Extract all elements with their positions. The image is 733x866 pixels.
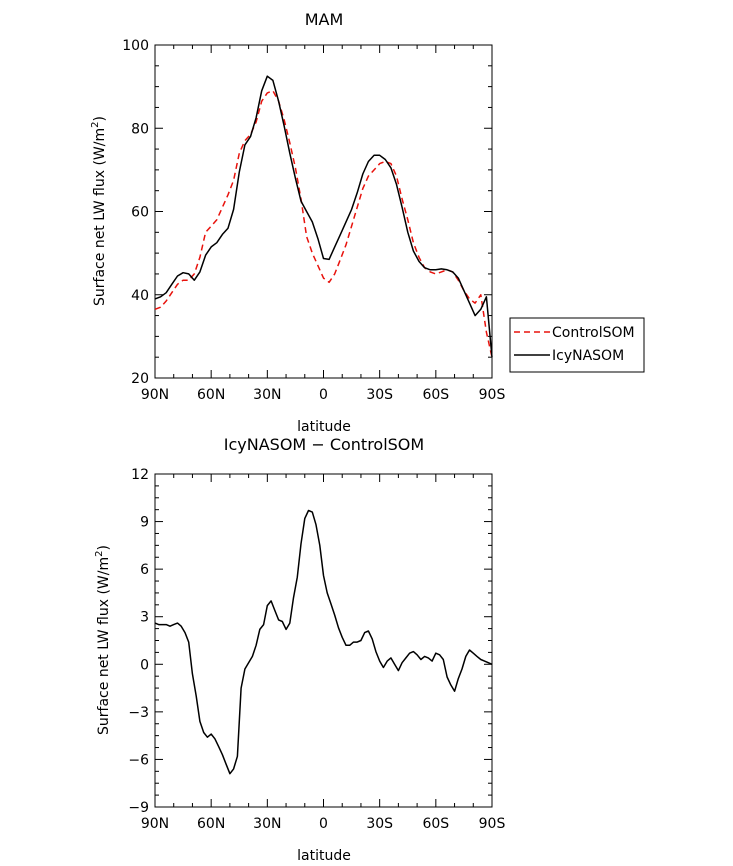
top-y-tick-label: 60 — [131, 205, 149, 221]
bottom-y-tick-label: 6 — [140, 562, 149, 578]
bottom-y-tick-label: −9 — [128, 800, 149, 816]
bottom-y-tick-label: 12 — [131, 467, 149, 483]
top-x-axis-ticks: 90N 60N 30N 0 30S 60S 90S — [141, 45, 506, 403]
bottom-x-tick-label: 60S — [422, 816, 449, 832]
top-x-tick-label: 60S — [422, 387, 449, 403]
legend: ControlSOM IcyNASOM — [509, 317, 645, 373]
top-y-tick-label: 80 — [131, 121, 149, 137]
legend-label-controlsom: ControlSOM — [552, 325, 635, 341]
bottom-series-line-difference — [154, 509, 493, 775]
bottom-x-axis-ticks: 90N 60N 30N 0 30S 60S 90S — [141, 474, 506, 832]
top-x-tick-label: 30S — [366, 387, 393, 403]
panel-bottom: IcyNASOM − ControlSOM −9 −6 −3 0 3 6 9 12 90N 60… — [94, 435, 505, 864]
panel-top: MAM 20 40 60 80 100 90N 60N 30N 0 30S 60S 90S lati… — [90, 10, 645, 435]
bottom-x-tick-label: 30N — [253, 816, 281, 832]
bottom-y-tick-label: 3 — [140, 610, 149, 626]
top-y-axis-ticks: 20 40 60 80 100 — [122, 38, 492, 387]
bottom-x-tick-label: 90N — [141, 816, 169, 832]
top-plot-frame — [154, 44, 493, 379]
top-y-tick-label: 40 — [131, 288, 149, 304]
bottom-x-tick-label: 30S — [366, 816, 393, 832]
top-series-lines — [154, 75, 493, 358]
top-x-tick-label: 90N — [141, 387, 169, 403]
top-x-axis-label: latitude — [297, 419, 351, 435]
top-series-line-icynasom — [154, 75, 493, 358]
bottom-y-tick-label: −6 — [128, 752, 149, 768]
legend-box — [509, 317, 645, 373]
bottom-y-axis-ticks: −9 −6 −3 0 3 6 9 12 — [128, 467, 492, 816]
bottom-x-axis-label: latitude — [297, 848, 351, 864]
top-chart-title: MAM — [305, 10, 344, 29]
bottom-y-tick-label: 9 — [140, 515, 149, 531]
top-y-tick-label: 20 — [131, 371, 149, 387]
bottom-plot-frame — [154, 473, 493, 808]
top-x-tick-label: 60N — [197, 387, 225, 403]
top-x-tick-label: 0 — [319, 387, 328, 403]
top-series-line-controlsom — [154, 90, 493, 358]
bottom-y-axis-label: Surface net LW flux (W/m2) — [94, 545, 112, 735]
bottom-x-tick-label: 0 — [319, 816, 328, 832]
top-y-axis-label: Surface net LW flux (W/m2) — [90, 116, 108, 306]
bottom-y-tick-label: 0 — [140, 657, 149, 673]
legend-label-icynasom: IcyNASOM — [552, 348, 624, 364]
bottom-y-tick-label: −3 — [128, 705, 149, 721]
top-x-tick-label: 30N — [253, 387, 281, 403]
bottom-x-tick-label: 90S — [479, 816, 506, 832]
top-x-tick-label: 90S — [479, 387, 506, 403]
bottom-chart-title: IcyNASOM − ControlSOM — [224, 435, 424, 454]
top-y-tick-label: 100 — [122, 38, 149, 54]
bottom-series-lines — [154, 509, 493, 775]
bottom-x-tick-label: 60N — [197, 816, 225, 832]
